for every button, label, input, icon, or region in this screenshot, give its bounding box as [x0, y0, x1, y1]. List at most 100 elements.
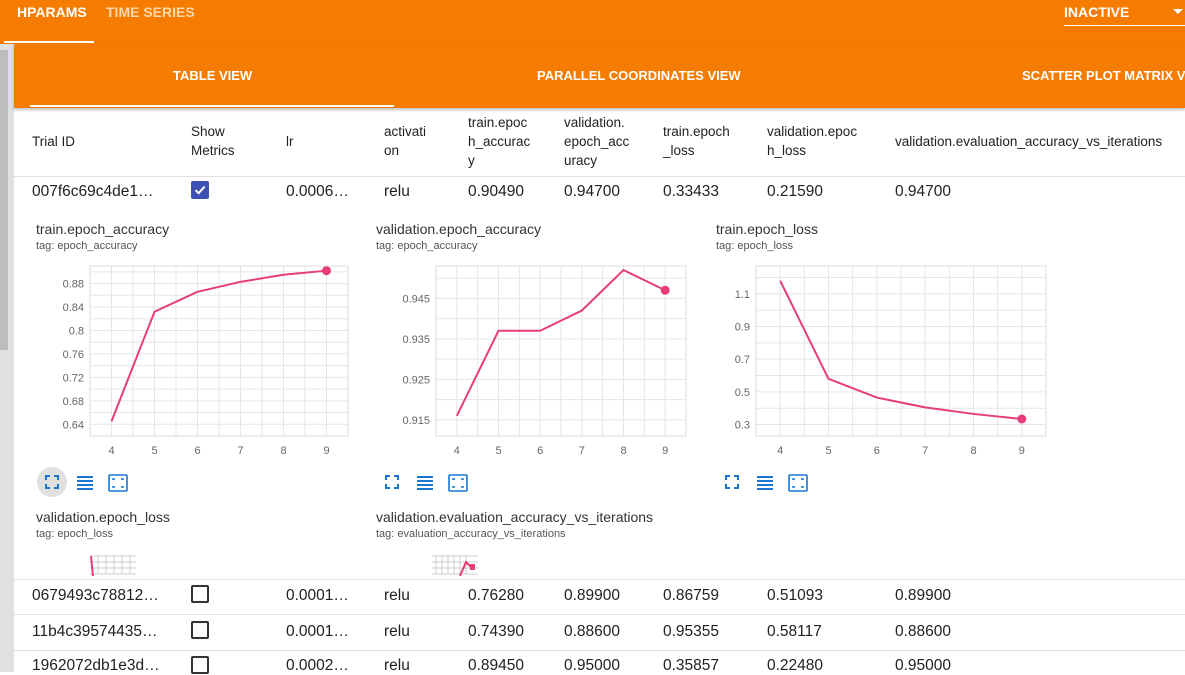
- cell-validation-evaluation-accuracy: 0.89900: [895, 587, 952, 604]
- header-validation-evaluation-accuracy[interactable]: validation.evaluation_accuracy_vs_iterat…: [895, 134, 1163, 149]
- log-scale-button[interactable]: [749, 467, 779, 497]
- chart-title-train-epoch-loss: train.epoch_loss: [716, 221, 818, 237]
- tab-parallel-coordinates-view[interactable]: PARALLEL COORDINATES VIEW: [537, 68, 741, 83]
- header-trial-id[interactable]: Trial ID: [32, 134, 75, 149]
- cell-activation: relu: [384, 657, 410, 674]
- y-tick-label: 0.64: [63, 419, 84, 431]
- x-tick-label: 6: [537, 445, 543, 457]
- cell-validation-accuracy: 0.95000: [564, 657, 621, 674]
- x-tick-label: 6: [874, 445, 880, 457]
- x-tick-label: 8: [280, 445, 286, 457]
- fit-to-data-icon: [108, 474, 128, 492]
- header-validation-epoch-loss[interactable]: validation.epoc h_loss: [767, 122, 857, 160]
- x-tick-label: 8: [970, 445, 976, 457]
- chart-tag-train-epoch-loss: tag: epoch_loss: [716, 240, 794, 252]
- series-line: [455, 268, 666, 417]
- x-tick-label: 4: [777, 445, 783, 457]
- left-scrollbar-thumb[interactable]: [0, 50, 8, 350]
- fit-domain-button[interactable]: [781, 467, 811, 497]
- active-view-indicator: [30, 105, 394, 107]
- fullscreen-button[interactable]: [37, 467, 67, 497]
- y-tick-label: 0.5: [735, 387, 750, 399]
- x-tick-label: 7: [237, 445, 243, 457]
- tab-table-view[interactable]: TABLE VIEW: [173, 68, 253, 83]
- row-divider: [14, 614, 1185, 615]
- train-epoch-accuracy-chart: 0.64 0.68 0.72 0.76 0.8 0.84 0.88 4 5 6 7 8 9: [63, 265, 349, 457]
- y-tick-label: 0.945: [402, 293, 430, 305]
- cell-activation: relu: [384, 183, 410, 200]
- cell-train-accuracy: 0.74390: [468, 623, 525, 640]
- tab-hparams[interactable]: HPARAMS: [17, 4, 87, 20]
- y-tick-label: 0.76: [63, 349, 84, 361]
- cell-validation-accuracy: 0.94700: [564, 183, 621, 200]
- fullscreen-icon: [725, 475, 739, 489]
- cell-validation-loss: 0.21590: [767, 183, 824, 200]
- y-tick-label: 0.88: [63, 279, 84, 291]
- header-val-loss-line2: h_loss: [767, 143, 807, 158]
- chart-tag-validation-epoch-loss: tag: epoch_loss: [36, 528, 114, 540]
- header-train-loss-line1: train.epoch: [663, 124, 730, 139]
- plugin-selector[interactable]: INACTIVE: [1064, 0, 1185, 26]
- x-tick-label: 5: [495, 445, 501, 457]
- x-tick-label: 9: [323, 445, 329, 457]
- log-scale-button[interactable]: [409, 467, 439, 497]
- y-tick-label: 0.8: [69, 325, 84, 337]
- header-train-epoch-loss[interactable]: train.epoch _loss: [663, 122, 730, 160]
- header-activation-line2: on: [384, 143, 400, 158]
- log-scale-button[interactable]: [69, 467, 99, 497]
- chart-grid: [435, 266, 687, 436]
- cell-validation-evaluation-accuracy: 0.95000: [895, 657, 952, 674]
- header-validation-epoch-accuracy[interactable]: validation. epoch_acc uracy: [564, 113, 629, 170]
- cell-activation: relu: [384, 623, 410, 640]
- tab-time-series[interactable]: TIME SERIES: [106, 4, 195, 20]
- cell-activation: relu: [384, 587, 410, 604]
- show-metrics-checkbox[interactable]: [191, 621, 209, 639]
- header-train-epoch-accuracy[interactable]: train.epoc h_accurac y: [468, 113, 530, 170]
- validation-epoch-loss-chart-thumbnail: [90, 555, 136, 576]
- show-metrics-checkbox[interactable]: [191, 181, 209, 199]
- cell-lr: 0.0001…: [286, 623, 349, 640]
- y-tick-label: 0.84: [63, 302, 84, 314]
- x-tick-label: 6: [194, 445, 200, 457]
- left-scrollbar[interactable]: [0, 44, 14, 672]
- chart-title-validation-evaluation-accuracy: validation.evaluation_accuracy_vs_iterat…: [376, 509, 654, 525]
- validation-epoch-accuracy-chart: 0.915 0.925 0.935 0.945 4 5 6 7 8 9: [402, 265, 687, 457]
- cell-trial-id: 007f6c69c4de1…: [32, 183, 154, 200]
- header-train-loss-line2: _loss: [663, 143, 695, 158]
- cell-train-accuracy: 0.76280: [468, 587, 525, 604]
- y-tick-label: 0.3: [735, 420, 750, 432]
- fullscreen-button[interactable]: [717, 467, 747, 497]
- plot-frame: [755, 265, 1047, 437]
- show-metrics-checkbox[interactable]: [191, 585, 209, 603]
- tab-scatter-plot-matrix-view[interactable]: SCATTER PLOT MATRIX V: [1022, 68, 1185, 83]
- cell-train-loss: 0.35857: [663, 657, 720, 674]
- fullscreen-icon: [45, 475, 59, 489]
- fit-domain-button[interactable]: [441, 467, 471, 497]
- header-lr[interactable]: lr: [286, 134, 294, 149]
- cell-trial-id: 11b4c39574435…: [32, 623, 158, 640]
- chart-grid: [89, 266, 349, 437]
- x-tick-label: 7: [579, 445, 585, 457]
- x-tick-label: 5: [151, 445, 157, 457]
- header-activation[interactable]: activati on: [384, 122, 426, 160]
- y-tick-label: 0.7: [735, 354, 750, 366]
- view-tabs: TABLE VIEW PARALLEL COORDINATES VIEW SCA…: [14, 44, 1185, 108]
- cell-validation-evaluation-accuracy: 0.88600: [895, 623, 952, 640]
- fit-to-data-icon: [788, 474, 808, 492]
- header-val-acc-line3: uracy: [564, 153, 598, 168]
- cell-validation-accuracy: 0.88600: [564, 623, 621, 640]
- show-metrics-checkbox[interactable]: [191, 656, 209, 674]
- lines-icon: [417, 476, 433, 490]
- series-last-point: [660, 285, 670, 295]
- plot-frame: [435, 265, 687, 437]
- chart-title-validation-epoch-loss: validation.epoch_loss: [36, 509, 170, 525]
- chart-title-train-epoch-accuracy: train.epoch_accuracy: [36, 221, 170, 237]
- fit-domain-button[interactable]: [101, 467, 131, 497]
- lines-icon: [757, 476, 773, 490]
- top-toolbar: HPARAMS TIME SERIES INACTIVE: [0, 0, 1185, 44]
- header-activation-line1: activati: [384, 124, 427, 139]
- fullscreen-button[interactable]: [377, 467, 407, 497]
- cell-lr: 0.0006…: [286, 183, 349, 200]
- cell-lr: 0.0002…: [286, 657, 349, 674]
- x-tick-label: 9: [1019, 445, 1025, 457]
